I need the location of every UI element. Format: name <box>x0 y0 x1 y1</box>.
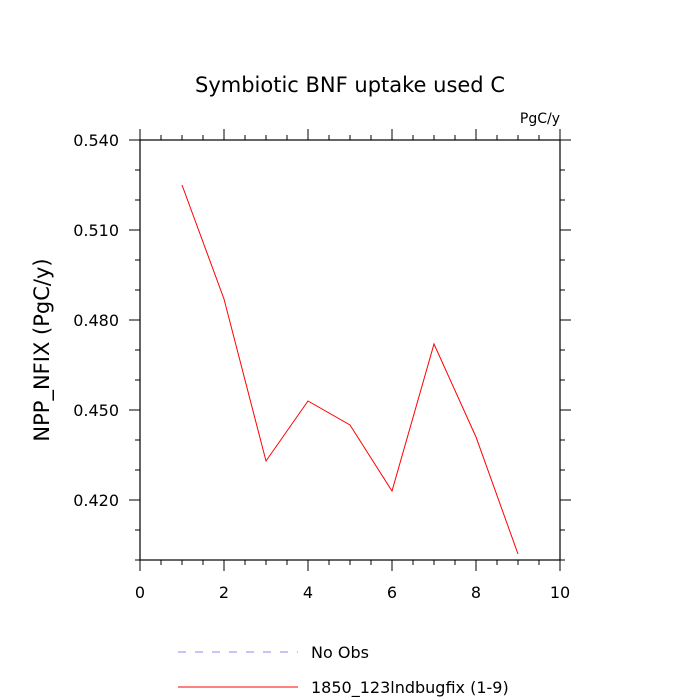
axis-ticks <box>129 129 571 571</box>
legend: No Obs 1850_123lndbugfix (1-9) <box>178 643 509 698</box>
series-group <box>181 184 519 555</box>
x-tick-label: 0 <box>135 583 145 602</box>
legend-label: No Obs <box>311 643 369 662</box>
x-tick-label: 4 <box>303 583 313 602</box>
x-tick-label: 10 <box>550 583 570 602</box>
y-axis-label: NPP_NFIX (PgC/y) <box>30 258 55 441</box>
legend-label: 1850_123lndbugfix (1-9) <box>311 678 509 698</box>
plot-frame <box>139 139 561 561</box>
y-tick-label: 0.420 <box>73 491 119 510</box>
x-tick-label: 2 <box>219 583 229 602</box>
series-line <box>181 184 519 555</box>
y-tick-label: 0.450 <box>73 401 119 420</box>
x-tick-label: 6 <box>387 583 397 602</box>
units-label: PgC/y <box>520 111 560 127</box>
x-tick-label: 8 <box>471 583 481 602</box>
y-tick-label: 0.510 <box>73 221 119 240</box>
chart-title: Symbiotic BNF uptake used C <box>195 73 505 97</box>
tick-labels: 0 2 4 6 8 10 0.420 0.450 0.480 0.510 0.540 <box>73 131 570 602</box>
y-tick-label: 0.480 <box>73 311 119 330</box>
y-tick-label: 0.540 <box>73 131 119 150</box>
